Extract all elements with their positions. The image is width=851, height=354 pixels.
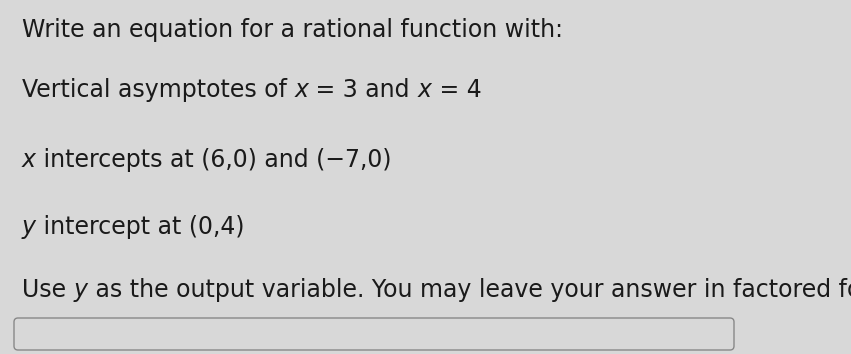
Text: Write an equation for a rational function with:: Write an equation for a rational functio… bbox=[22, 18, 563, 42]
Text: y: y bbox=[74, 278, 88, 302]
Text: Vertical asymptotes of: Vertical asymptotes of bbox=[22, 78, 294, 102]
Text: intercepts at (6,0) and (−7,0): intercepts at (6,0) and (−7,0) bbox=[36, 148, 391, 172]
FancyBboxPatch shape bbox=[14, 318, 734, 350]
Text: intercept at (0,4): intercept at (0,4) bbox=[36, 215, 244, 239]
Text: x: x bbox=[294, 78, 309, 102]
Text: = 4: = 4 bbox=[431, 78, 482, 102]
Text: y: y bbox=[22, 215, 36, 239]
Text: as the output variable. You may leave your answer in factored form.: as the output variable. You may leave yo… bbox=[88, 278, 851, 302]
Text: x: x bbox=[22, 148, 36, 172]
Text: = 3 and: = 3 and bbox=[309, 78, 418, 102]
Text: x: x bbox=[418, 78, 431, 102]
Text: Use: Use bbox=[22, 278, 74, 302]
